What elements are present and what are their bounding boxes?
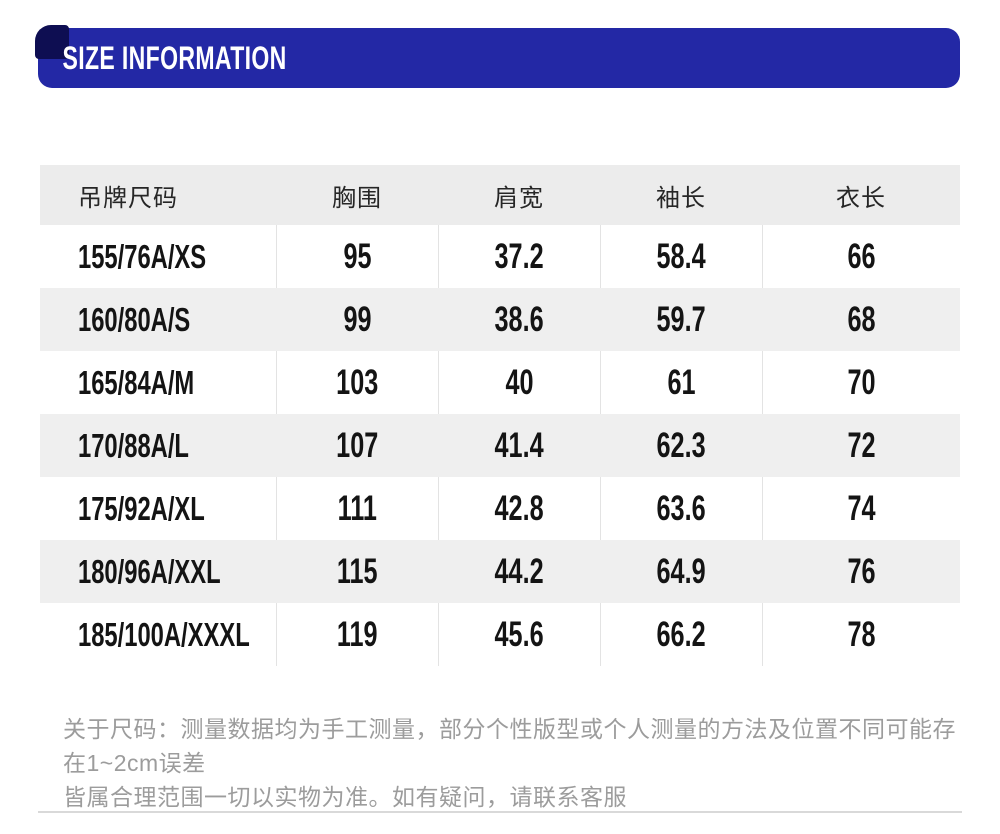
measurement-cell: 44.2 (438, 540, 600, 603)
measurement-value: 64.9 (656, 551, 706, 591)
measurement-value: 61 (667, 362, 696, 402)
size-note-line2: 皆属合理范围一切以实物为准。如有疑问，请联系客服 (63, 784, 627, 810)
size-note: 关于尺码：测量数据均为手工测量，部分个性版型或个人测量的方法及位置不同可能存在1… (63, 712, 963, 814)
size-label-cell: 155/76A/XS (40, 225, 276, 288)
size-label: 175/92A/XL (78, 489, 205, 527)
measurement-cell: 78 (762, 603, 960, 666)
measurement-cell: 62.3 (600, 414, 762, 477)
measurement-cell: 61 (600, 351, 762, 414)
measurement-cell: 66 (762, 225, 960, 288)
measurement-value: 42.8 (494, 488, 545, 528)
measurement-value: 66.2 (656, 614, 707, 654)
measurement-cell: 68 (762, 288, 960, 351)
bottom-divider (38, 811, 962, 813)
size-label-cell: 175/92A/XL (40, 477, 276, 540)
measurement-cell: 99 (276, 288, 438, 351)
measurement-cell: 58.4 (600, 225, 762, 288)
measurement-value: 68 (846, 299, 876, 339)
size-note-line1: 关于尺码：测量数据均为手工测量，部分个性版型或个人测量的方法及位置不同可能存在1… (63, 716, 956, 776)
measurement-value: 41.4 (494, 425, 544, 465)
size-information-banner: SIZE INFORMATION (35, 25, 960, 88)
table-row: 185/100A/XXXL 119 45.6 66.2 78 (40, 603, 960, 666)
measurement-cell: 72 (762, 414, 960, 477)
size-label-cell: 165/84A/M (40, 351, 276, 414)
header-cell-label: 肩宽 (494, 184, 544, 212)
measurement-cell: 40 (438, 351, 600, 414)
size-label: 180/96A/XXL (78, 552, 221, 590)
measurement-value: 63.6 (656, 488, 707, 528)
table-body: 155/76A/XS 95 37.2 58.4 66 160/80A/S 99 38.6 59.… (40, 225, 960, 666)
measurement-value: 58.4 (656, 236, 707, 276)
table-row: 175/92A/XL 111 42.8 63.6 74 (40, 477, 960, 540)
measurement-value: 74 (847, 488, 876, 528)
measurement-cell: 76 (762, 540, 960, 603)
measurement-cell: 115 (276, 540, 438, 603)
measurement-cell: 95 (276, 225, 438, 288)
measurement-value: 115 (336, 551, 378, 591)
measurement-cell: 37.2 (438, 225, 600, 288)
size-label: 160/80A/S (78, 300, 191, 338)
table-row: 160/80A/S 99 38.6 59.7 68 (40, 288, 960, 351)
measurement-cell: 70 (762, 351, 960, 414)
measurement-cell: 38.6 (438, 288, 600, 351)
banner-title: SIZE INFORMATION (62, 39, 287, 76)
size-label-cell: 170/88A/L (40, 414, 276, 477)
measurement-cell: 66.2 (600, 603, 762, 666)
measurement-cell: 42.8 (438, 477, 600, 540)
header-cell-label: 衣长 (836, 184, 886, 212)
table-row: 180/96A/XXL 115 44.2 64.9 76 (40, 540, 960, 603)
size-label-cell: 185/100A/XXXL (40, 603, 276, 666)
header-cell-label: 袖长 (656, 184, 706, 212)
measurement-value: 72 (846, 425, 876, 465)
size-label: 185/100A/XXXL (78, 615, 250, 653)
header-cell-0: 吊牌尺码 (40, 165, 276, 225)
header-cell-4: 衣长 (762, 165, 960, 225)
measurement-cell: 41.4 (438, 414, 600, 477)
measurement-cell: 59.7 (600, 288, 762, 351)
measurement-value: 103 (336, 362, 379, 402)
measurement-value: 70 (847, 362, 876, 402)
measurement-value: 44.2 (494, 551, 544, 591)
table-row: 165/84A/M 103 40 61 70 (40, 351, 960, 414)
measurement-cell: 107 (276, 414, 438, 477)
measurement-cell: 64.9 (600, 540, 762, 603)
header-cell-1: 胸围 (276, 165, 438, 225)
measurement-value: 66 (847, 236, 876, 276)
measurement-value: 99 (342, 299, 372, 339)
measurement-cell: 63.6 (600, 477, 762, 540)
size-label-cell: 160/80A/S (40, 288, 276, 351)
measurement-cell: 45.6 (438, 603, 600, 666)
header-cell-label: 胸围 (332, 184, 382, 212)
measurement-cell: 103 (276, 351, 438, 414)
header-cell-2: 肩宽 (438, 165, 600, 225)
table-header-row: 吊牌尺码 胸围 肩宽 袖长 衣长 (40, 165, 960, 225)
size-label: 155/76A/XS (78, 237, 207, 275)
size-label: 170/88A/L (78, 426, 189, 464)
measurement-value: 119 (337, 614, 378, 654)
measurement-value: 78 (847, 614, 876, 654)
table-row: 170/88A/L 107 41.4 62.3 72 (40, 414, 960, 477)
measurement-value: 37.2 (494, 236, 545, 276)
measurement-value: 76 (846, 551, 876, 591)
header-cell-3: 袖长 (600, 165, 762, 225)
measurement-cell: 111 (276, 477, 438, 540)
measurement-value: 95 (343, 236, 372, 276)
size-label: 165/84A/M (78, 363, 195, 401)
measurement-value: 111 (337, 488, 378, 528)
size-table: 吊牌尺码 胸围 肩宽 袖长 衣长 155/76A/XS 95 37.2 58.4 66 160/8… (40, 165, 960, 666)
table-row: 155/76A/XS 95 37.2 58.4 66 (40, 225, 960, 288)
measurement-cell: 74 (762, 477, 960, 540)
measurement-value: 107 (335, 425, 379, 465)
size-label-cell: 180/96A/XXL (40, 540, 276, 603)
measurement-value: 59.7 (656, 299, 706, 339)
measurement-value: 40 (505, 362, 534, 402)
measurement-value: 38.6 (494, 299, 544, 339)
measurement-value: 62.3 (656, 425, 706, 465)
measurement-cell: 119 (276, 603, 438, 666)
measurement-value: 45.6 (494, 614, 545, 654)
header-cell-label: 吊牌尺码 (78, 184, 178, 212)
